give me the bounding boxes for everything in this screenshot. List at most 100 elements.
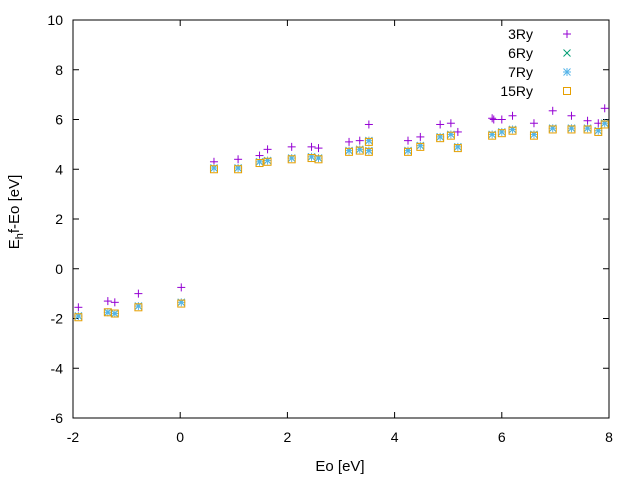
point-3ry [436, 120, 445, 129]
point-7ry [355, 145, 364, 154]
point-7ry [177, 298, 186, 307]
point-3ry [103, 297, 112, 306]
point-7ry [345, 146, 354, 155]
point-15ry [453, 144, 462, 153]
y-axis-label-main: E [6, 239, 23, 249]
y-axis-label-rest: f-Eo [eV] [6, 175, 23, 233]
y-tick-label: 8 [55, 62, 63, 78]
y-tick-label: -2 [51, 311, 64, 327]
point-15ry [314, 155, 323, 164]
point-15ry [134, 303, 143, 312]
point-3ry [263, 145, 272, 154]
y-tick-label: 2 [55, 211, 63, 227]
point-3ry [529, 119, 538, 128]
point-15ry [404, 147, 412, 156]
point-7ry [103, 308, 112, 317]
y-axis-label: Ehf-Eo [eV] [6, 175, 26, 250]
x-tick-label: -2 [67, 429, 80, 445]
point-15ry [488, 131, 497, 140]
y-tick-label: 6 [55, 112, 63, 128]
point-7ry [364, 136, 373, 145]
point-7ry [287, 154, 296, 163]
point-15ry [209, 165, 218, 174]
point-15ry [529, 131, 538, 140]
point-7ry [529, 130, 538, 139]
point-3ry [416, 132, 425, 141]
point-15ry [364, 137, 373, 146]
point-15ry [594, 127, 603, 136]
point-15ry [508, 126, 517, 135]
y-tick-label: 0 [55, 261, 63, 277]
point-3ry [404, 136, 412, 145]
point-15ry [287, 155, 296, 164]
point-15ry [263, 157, 272, 166]
axis-ticks: -2 0 2 4 6 8 -6 -4 -2 0 2 4 6 8 10 [47, 12, 613, 445]
point-3ry [600, 104, 609, 113]
y-tick-label: -4 [51, 360, 64, 376]
legend-label: 3Ry [508, 26, 533, 42]
point-15ry [567, 125, 576, 134]
point-3ry [488, 114, 497, 123]
y-axis-label-sub: h [14, 233, 26, 239]
data-points [74, 104, 609, 322]
point-3ry [508, 111, 517, 120]
point-7ry [508, 125, 517, 134]
point-7ry [567, 124, 576, 133]
point-7ry [209, 164, 218, 173]
point-3ry [489, 115, 498, 124]
point-3ry [446, 119, 455, 128]
point-3ry [497, 115, 506, 124]
point-15ry [355, 146, 364, 155]
x-tick-label: 2 [284, 429, 292, 445]
point-15ry [74, 313, 83, 322]
point-3ry [177, 283, 186, 292]
point-3ry [307, 142, 316, 151]
point-7ry [488, 130, 497, 139]
point-7ry [404, 146, 412, 155]
point-15ry [436, 134, 445, 143]
point-7ry [453, 142, 462, 151]
x-axis-label: Eo [eV] [315, 458, 364, 475]
point-3ry [364, 120, 373, 129]
point-3ry [287, 142, 296, 151]
point-15ry [416, 142, 425, 151]
y-tick-label: 4 [55, 161, 63, 177]
point-7ry [74, 312, 83, 321]
x-tick-label: 8 [605, 429, 613, 445]
legend-label: 15Ry [500, 83, 533, 99]
point-15ry [548, 125, 557, 134]
point-15ry [583, 125, 592, 134]
point-3ry [567, 111, 576, 120]
y-tick-label: 10 [47, 12, 63, 28]
point-3ry [74, 303, 83, 312]
point-7ry [436, 132, 445, 141]
point-15ry [234, 165, 243, 174]
point-3ry [234, 155, 243, 164]
point-7ry [110, 309, 119, 318]
point-3ry [314, 144, 323, 153]
legend-marker [563, 30, 571, 38]
point-7ry [548, 124, 557, 133]
point-15ry [345, 147, 354, 156]
point-7ry [583, 124, 592, 133]
point-7ry [314, 154, 323, 163]
point-3ry [345, 137, 354, 146]
point-3ry [548, 106, 557, 115]
point-15ry [255, 159, 264, 168]
point-3ry [583, 116, 592, 125]
point-15ry [177, 299, 186, 308]
point-15ry [364, 147, 373, 156]
point-7ry [234, 164, 243, 173]
point-7ry [497, 127, 506, 136]
point-7ry [255, 157, 264, 166]
point-7ry [263, 156, 272, 165]
legend-marker [563, 49, 571, 57]
point-3ry [110, 298, 119, 307]
y-tick-label: -6 [51, 410, 64, 426]
legend: 3Ry 6Ry 7Ry 15Ry [500, 26, 571, 99]
point-15ry [600, 120, 609, 129]
point-7ry [307, 152, 316, 161]
x-tick-label: 6 [498, 429, 506, 445]
point-3ry [355, 136, 364, 145]
